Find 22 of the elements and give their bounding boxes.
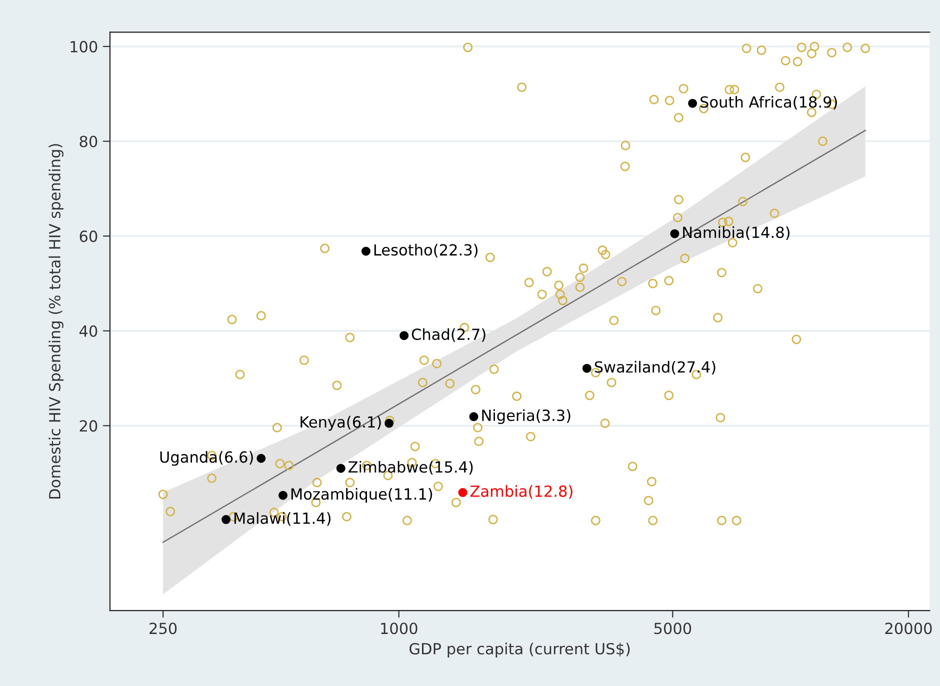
data-label: Malawi(11.4) xyxy=(234,512,330,526)
data-label: Chad(2.7) xyxy=(412,328,486,342)
data-label: Zimbabwe(15.4) xyxy=(348,460,473,475)
x-tick-label: 5000 xyxy=(654,622,692,634)
x-tick-label: 1000 xyxy=(381,622,418,634)
x-tick-label: 250 xyxy=(150,622,177,634)
y-tick-label: 60 xyxy=(80,230,98,242)
data-label: Uganda(6.6) xyxy=(160,450,253,466)
y-tick-label: 20 xyxy=(80,420,98,432)
data-label: Swaziland(27.4) xyxy=(594,360,716,375)
data-label: Mozambique(11.1) xyxy=(291,488,432,503)
y-tick-label: 100 xyxy=(70,40,98,52)
data-label: Kenya(6.1) xyxy=(300,416,381,431)
data-label: Namibia(14.8) xyxy=(683,226,790,240)
x-tick-label: 20000 xyxy=(885,622,932,634)
x-axis-title: GDP per capita (current US$) xyxy=(410,642,630,658)
y-tick-label: 40 xyxy=(79,325,98,337)
data-label: Lesotho(22.3) xyxy=(374,244,478,258)
y-tick-label: 80 xyxy=(80,136,98,148)
data-label: Nigeria(3.3) xyxy=(482,409,570,424)
data-label: Zambia(12.8) xyxy=(470,485,572,499)
y-axis-title: Domestic HIV Spending (% total HIV spending) xyxy=(48,144,64,499)
